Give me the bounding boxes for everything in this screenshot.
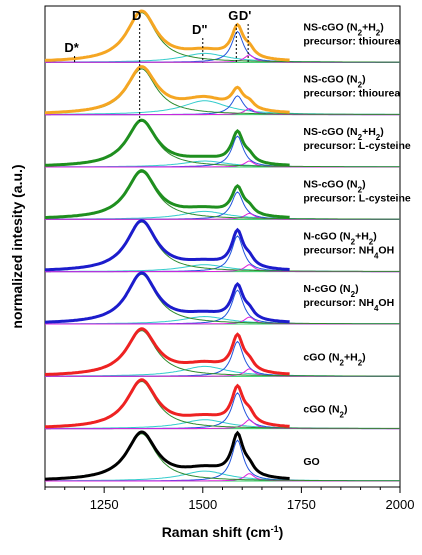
spectrum-label: NS-cGO (N2+H2) bbox=[303, 126, 383, 142]
x-tick-label: 1500 bbox=[188, 497, 217, 512]
spectrum-line bbox=[45, 378, 290, 429]
peak-marker-label: D* bbox=[64, 40, 79, 55]
spectrum-label: GO bbox=[303, 456, 319, 468]
spectrum-line bbox=[44, 219, 290, 272]
spectrum-label: N-cGO (N2) bbox=[303, 283, 358, 299]
spectrum-line bbox=[45, 430, 290, 481]
fit-d-double-prime bbox=[45, 264, 400, 272]
peak-marker-label: G bbox=[228, 8, 238, 23]
x-tick-label: 2000 bbox=[386, 497, 415, 512]
peak-marker-label: D" bbox=[192, 22, 208, 37]
x-tick-label: 1250 bbox=[90, 497, 119, 512]
precursor-label: precursor: thiourea bbox=[303, 35, 400, 47]
spectrum-line bbox=[44, 9, 290, 62]
peak-marker-label: D' bbox=[239, 8, 251, 23]
precursor-label: precursor: L-cysteine bbox=[303, 140, 411, 152]
x-tick-label: 1750 bbox=[287, 497, 316, 512]
x-axis-title: Raman shift (cm-1) bbox=[162, 524, 284, 540]
spectrum-label: NS-cGO (N2+H2) bbox=[303, 21, 383, 37]
precursor-label: precursor: NH4OH bbox=[303, 245, 394, 261]
spectrum-line bbox=[45, 169, 290, 219]
spectrum-line bbox=[44, 327, 290, 376]
spectrum-line bbox=[44, 118, 290, 167]
precursor-label: precursor: thiourea bbox=[303, 88, 400, 100]
fit-d-prime bbox=[45, 264, 400, 273]
precursor-label: precursor: NH4OH bbox=[303, 297, 394, 313]
spectrum-label: N-cGO (N2+H2) bbox=[303, 231, 376, 247]
spectrum-label: NS-cGO (N2) bbox=[303, 74, 365, 90]
y-axis-title: normalized intesity (a.u.) bbox=[9, 164, 25, 328]
spectrum-label: cGO (N2) bbox=[303, 404, 347, 420]
spectrum-line bbox=[45, 271, 290, 324]
spectrum-line bbox=[45, 65, 290, 115]
precursor-label: precursor: L-cysteine bbox=[303, 192, 411, 204]
spectrum-label: NS-cGO (N2) bbox=[303, 178, 365, 194]
spectrum-label: cGO (N2+H2) bbox=[303, 351, 365, 367]
peak-marker-label: D bbox=[132, 8, 141, 23]
